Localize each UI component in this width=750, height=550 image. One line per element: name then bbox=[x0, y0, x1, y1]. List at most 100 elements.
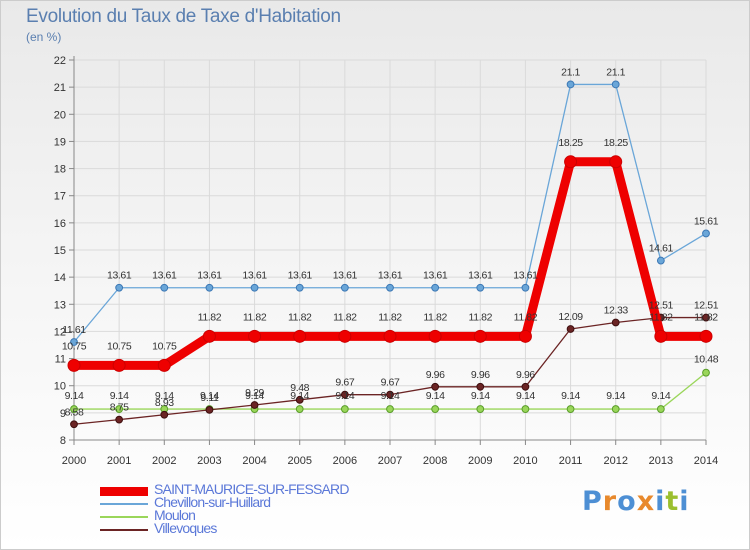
data-point bbox=[293, 329, 307, 343]
data-point bbox=[70, 338, 78, 346]
data-label: 10.75 bbox=[107, 340, 132, 352]
data-point bbox=[473, 329, 487, 343]
x-tick-label: 2010 bbox=[513, 455, 537, 467]
data-label: 11.82 bbox=[649, 311, 673, 323]
data-label: 9.14 bbox=[426, 390, 445, 402]
data-point bbox=[160, 410, 169, 419]
data-point bbox=[340, 283, 349, 292]
data-point bbox=[609, 155, 623, 169]
data-point bbox=[521, 382, 530, 391]
data-label: 10.48 bbox=[694, 354, 719, 366]
data-label: 21.1 bbox=[561, 66, 580, 78]
data-label: 10.75 bbox=[152, 340, 177, 352]
data-label: 9.14 bbox=[651, 390, 670, 402]
data-point bbox=[112, 358, 126, 372]
data-label: 8.75 bbox=[110, 402, 129, 414]
data-label: 9.29 bbox=[245, 387, 264, 399]
data-label: 18.25 bbox=[558, 137, 583, 149]
data-label: 8.93 bbox=[155, 397, 174, 409]
x-tick-label: 2014 bbox=[694, 455, 718, 467]
data-label: 9.67 bbox=[335, 377, 354, 389]
data-point bbox=[521, 283, 530, 292]
y-tick-label: 20 bbox=[54, 109, 66, 121]
data-label: 13.61 bbox=[468, 270, 493, 282]
x-tick-label: 2011 bbox=[559, 455, 583, 467]
data-label: 13.61 bbox=[378, 270, 403, 282]
series-1 bbox=[70, 80, 710, 346]
data-label: 13.61 bbox=[197, 270, 222, 282]
data-label: 8.58 bbox=[65, 406, 84, 418]
data-point bbox=[340, 390, 349, 399]
data-point bbox=[67, 358, 81, 372]
data-label: 21.1 bbox=[606, 66, 625, 78]
legend-label: SAINT-MAURICE-SUR-FESSARD bbox=[154, 481, 349, 497]
data-label: 9.67 bbox=[381, 377, 400, 389]
data-label: 9.14 bbox=[335, 390, 354, 402]
y-tick-label: 15 bbox=[54, 245, 66, 257]
data-point bbox=[295, 283, 304, 292]
data-label: 12.09 bbox=[558, 311, 583, 323]
data-point bbox=[338, 329, 352, 343]
data-label: 9.14 bbox=[155, 390, 174, 402]
data-label: 9.14 bbox=[471, 390, 490, 402]
data-label: 9.14 bbox=[561, 390, 580, 402]
data-point bbox=[202, 329, 216, 343]
series-0 bbox=[67, 155, 713, 372]
data-point bbox=[702, 229, 710, 238]
y-tick-label: 10 bbox=[54, 381, 66, 393]
proxiti-logo: Proxiti bbox=[582, 486, 690, 517]
y-tick-label: 11 bbox=[55, 354, 66, 366]
x-tick-label: 2008 bbox=[423, 455, 447, 467]
data-point bbox=[566, 405, 575, 413]
logo-letter: r bbox=[602, 486, 618, 517]
axes: 8 9 10 11 12 13 14 15 16 17 18 19 20 21 22 2000 2001 2002… bbox=[54, 55, 718, 467]
data-labels: 10.75 10.75 10.75 11.82 11.82 11.82 11.82 11.82… bbox=[62, 66, 719, 418]
x-tick-label: 2013 bbox=[649, 455, 673, 467]
series-3 bbox=[70, 313, 710, 429]
data-label: 9.14 bbox=[245, 390, 264, 402]
data-point bbox=[160, 283, 169, 292]
chart-title: Evolution du Taux de Taxe d'Habitation bbox=[26, 6, 341, 27]
data-label: 13.61 bbox=[107, 270, 132, 282]
data-point bbox=[431, 382, 440, 391]
data-point bbox=[566, 80, 575, 89]
x-tick-label: 2009 bbox=[468, 455, 492, 467]
y-tick-label: 16 bbox=[54, 218, 66, 230]
y-tick-label: 8 bbox=[60, 435, 66, 447]
data-point bbox=[611, 318, 620, 327]
y-tick-label: 12 bbox=[54, 326, 66, 338]
data-label: 14.61 bbox=[649, 243, 674, 255]
data-point bbox=[431, 283, 440, 292]
logo-letter: i bbox=[655, 486, 666, 517]
data-point bbox=[431, 405, 440, 413]
legend-label: Villevoques bbox=[154, 520, 217, 536]
data-point bbox=[157, 358, 171, 372]
data-point bbox=[70, 405, 78, 413]
data-point bbox=[656, 405, 665, 413]
series-layer bbox=[67, 80, 713, 429]
data-label: 9.96 bbox=[471, 369, 490, 381]
data-point bbox=[611, 80, 620, 89]
x-tick-label: 2006 bbox=[333, 455, 357, 467]
data-label: 11.82 bbox=[694, 311, 718, 323]
legend-swatch bbox=[100, 529, 148, 531]
y-tick-label: 9 bbox=[60, 408, 66, 420]
y-tick-label: 22 bbox=[54, 55, 66, 67]
data-point bbox=[564, 155, 578, 169]
data-point bbox=[476, 382, 485, 391]
data-label: 13.61 bbox=[242, 270, 267, 282]
data-point bbox=[428, 329, 442, 343]
data-label: 9.11 bbox=[200, 392, 219, 404]
data-point bbox=[386, 405, 394, 413]
data-label: 13.61 bbox=[288, 270, 313, 282]
data-label: 11.82 bbox=[378, 311, 402, 323]
data-label: 9.96 bbox=[516, 369, 535, 381]
legend-swatch bbox=[100, 486, 148, 496]
data-point bbox=[205, 405, 214, 414]
data-point bbox=[250, 283, 259, 292]
y-tick-label: 21 bbox=[54, 82, 66, 94]
y-tick-label: 17 bbox=[54, 191, 66, 203]
data-point bbox=[383, 329, 397, 343]
legend-label: Moulon bbox=[154, 507, 196, 523]
